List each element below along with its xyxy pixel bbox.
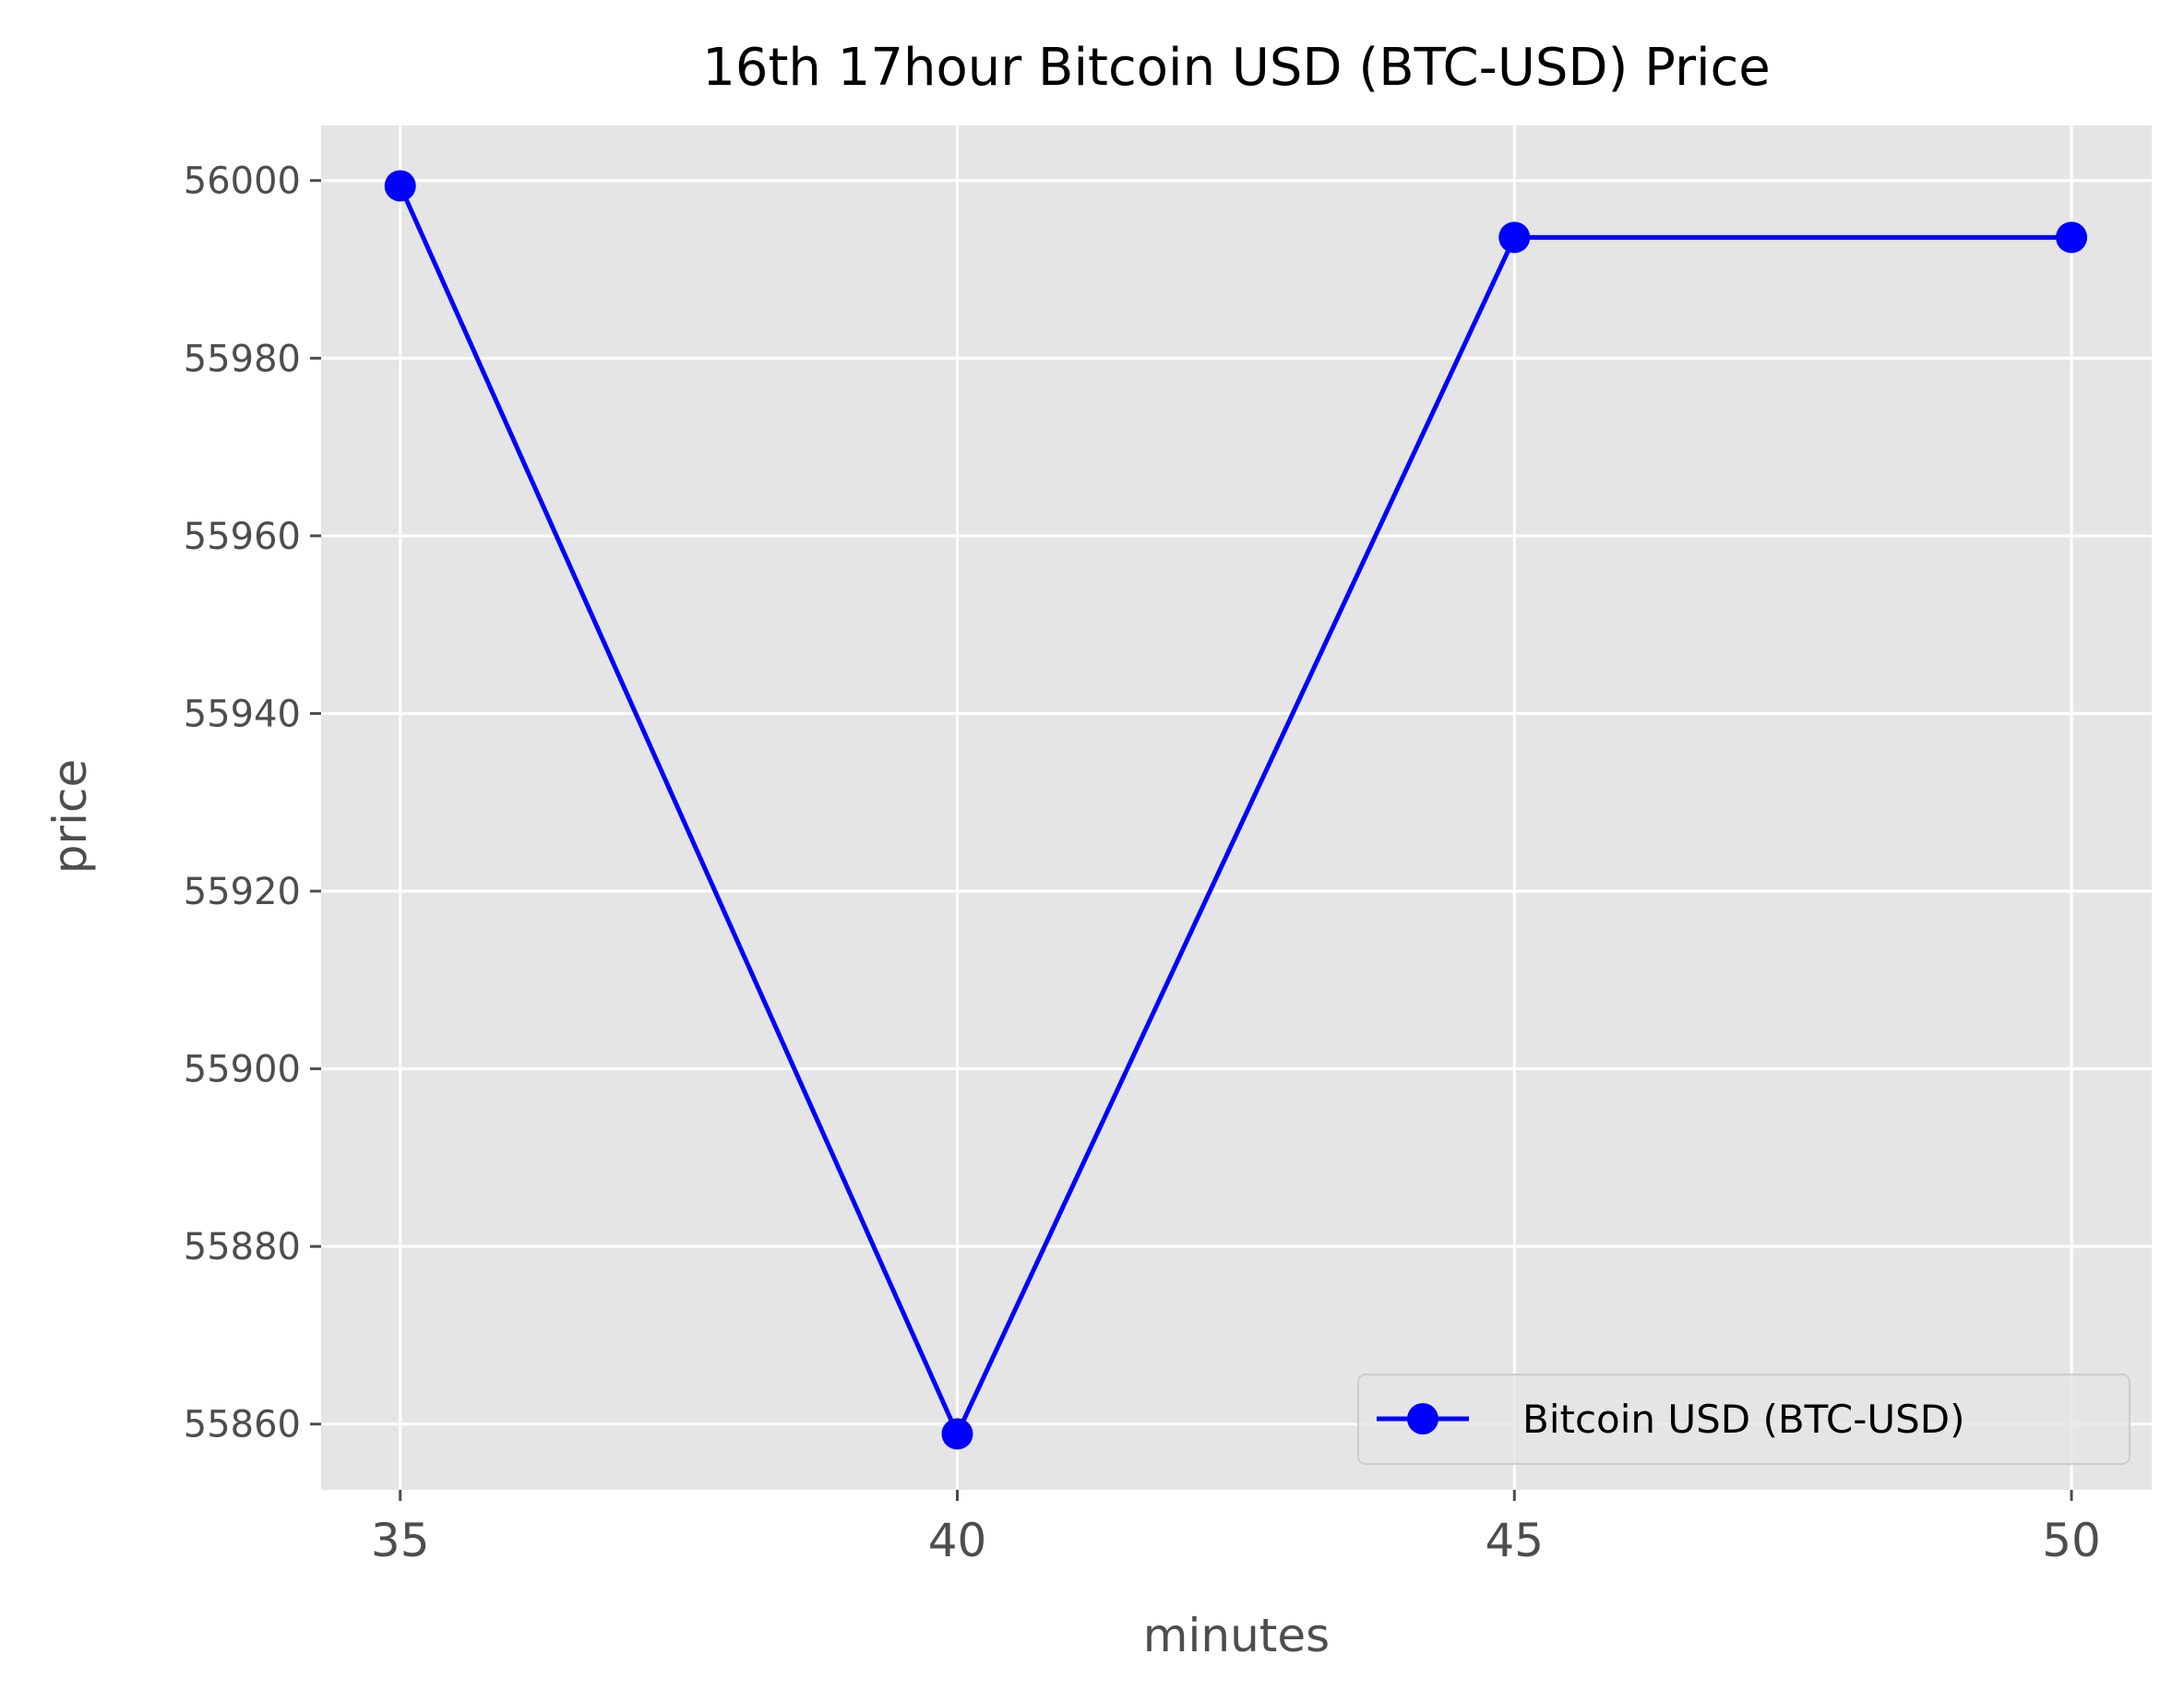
y-tick-label: 55880	[184, 1226, 301, 1268]
y-axis-label: price	[43, 759, 97, 874]
legend-label: Bitcoin USD (BTC-USD)	[1522, 1397, 1964, 1442]
x-tick-label: 45	[1485, 1514, 1544, 1567]
y-tick-label: 55960	[184, 516, 301, 558]
y-tick-label: 55940	[184, 693, 301, 735]
y-tick-label: 56000	[184, 161, 301, 203]
data-point	[941, 1418, 973, 1450]
y-tick-label: 55900	[184, 1049, 301, 1091]
x-axis-label: minutes	[1143, 1609, 1330, 1662]
legend-box	[1357, 1374, 2130, 1465]
plot-area	[321, 125, 2152, 1490]
data-point	[384, 170, 416, 202]
legend-marker-swatch	[1407, 1403, 1438, 1434]
series-line	[398, 184, 2072, 1436]
series-layer	[384, 170, 2088, 1450]
legend: Bitcoin USD (BTC-USD)	[1357, 1374, 2130, 1465]
x-tick-label: 35	[371, 1514, 430, 1567]
y-tick-label: 55920	[184, 871, 301, 913]
y-tick-label: 55980	[184, 338, 301, 380]
x-tick-label: 50	[2042, 1514, 2101, 1567]
x-tick-label: 40	[928, 1514, 987, 1567]
data-point	[1498, 221, 1531, 254]
data-point	[2056, 221, 2088, 254]
grid	[321, 125, 2152, 1490]
axis-ticks: 55860 55880 55900 55920 55940 55960 55980 56000…	[184, 161, 2101, 1567]
chart-title: 16th 17hour Bitcoin USD (BTC-USD) Price	[702, 38, 1771, 98]
y-tick-label: 55860	[184, 1404, 301, 1446]
